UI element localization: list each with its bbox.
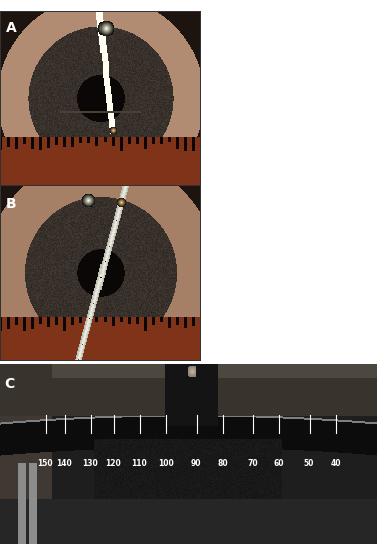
Text: 50: 50 <box>304 459 314 467</box>
Text: 40: 40 <box>330 459 341 467</box>
Text: C: C <box>4 376 14 391</box>
Text: 100: 100 <box>158 459 174 467</box>
Text: 110: 110 <box>132 459 147 467</box>
Text: 140: 140 <box>56 459 72 467</box>
Text: 80: 80 <box>217 459 228 467</box>
Text: 90: 90 <box>191 459 201 467</box>
Text: 150: 150 <box>37 459 53 467</box>
Text: 60: 60 <box>274 459 284 467</box>
Text: 130: 130 <box>83 459 98 467</box>
Text: 70: 70 <box>247 459 258 467</box>
Text: B: B <box>6 196 17 211</box>
Text: A: A <box>6 22 17 35</box>
Text: 120: 120 <box>105 459 121 467</box>
